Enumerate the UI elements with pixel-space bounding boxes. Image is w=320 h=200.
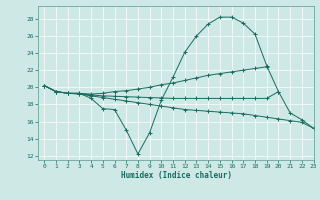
X-axis label: Humidex (Indice chaleur): Humidex (Indice chaleur) (121, 171, 231, 180)
